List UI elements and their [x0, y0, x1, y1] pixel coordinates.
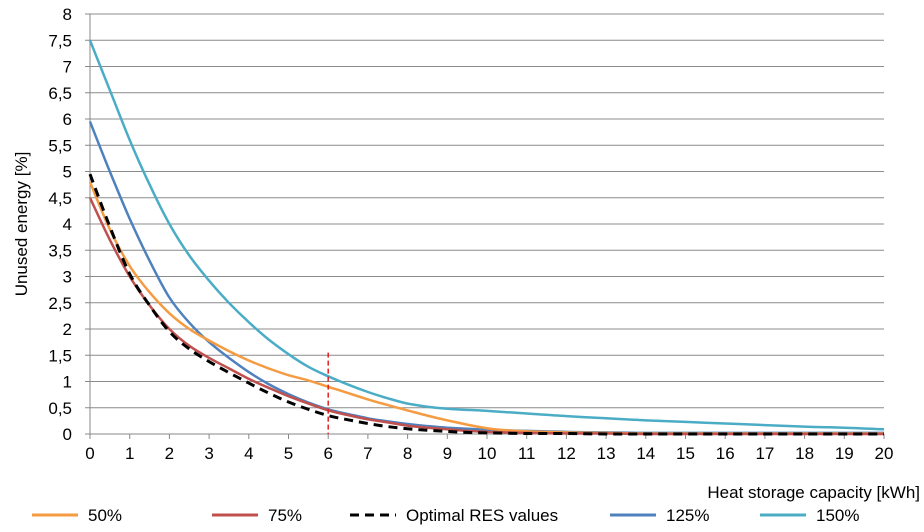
x-tick-label: 4: [244, 444, 253, 463]
x-tick-label: 15: [676, 444, 695, 463]
gridlines: [85, 14, 884, 439]
y-tick-label: 5,5: [48, 136, 72, 155]
legend-label-50: 50%: [88, 506, 122, 525]
series-lines: [90, 40, 884, 434]
x-tick-label: 5: [284, 444, 293, 463]
x-tick-label: 14: [636, 444, 655, 463]
x-tick-label: 7: [363, 444, 372, 463]
y-tick-label: 3,5: [48, 241, 72, 260]
x-tick-label: 20: [875, 444, 894, 463]
x-tick-label: 9: [443, 444, 452, 463]
legend-label-optimal-res-values: Optimal RES values: [406, 506, 558, 525]
y-tick-label: 2: [63, 320, 72, 339]
y-tick-label: 4,5: [48, 189, 72, 208]
y-tick-label: 7,5: [48, 31, 72, 50]
x-tick-label: 0: [85, 444, 94, 463]
x-axis-title: Heat storage capacity [kWh]: [707, 483, 920, 502]
x-tick-label: 18: [795, 444, 814, 463]
x-tick-labels: 0 1 2 3 4 5 6 7 8 9 10 11 12 13 14 15 16 17 18 19 20: [85, 444, 893, 463]
y-tick-label: 6,5: [48, 84, 72, 103]
y-tick-label: 1: [63, 373, 72, 392]
y-axis-title: Unused energy [%]: [12, 152, 31, 297]
legend: 50% 75% Optimal RES values 125% 150%: [32, 506, 859, 525]
legend-label-75: 75%: [268, 506, 302, 525]
x-tick-label: 16: [716, 444, 735, 463]
x-tick-label: 11: [518, 444, 536, 463]
x-tick-label: 12: [557, 444, 576, 463]
x-tick-label: 10: [478, 444, 497, 463]
x-tick-label: 8: [403, 444, 412, 463]
y-tick-label: 7: [63, 58, 72, 77]
y-tick-label: 2,5: [48, 294, 72, 313]
series-line-125: [90, 122, 884, 433]
series-line-75: [90, 198, 884, 434]
y-tick-labels: 0 0,5 1 1,5 2 2,5 3 3,5 4 4,5 5 5,5 6 6,5 7 7,5 8: [48, 5, 72, 444]
y-tick-label: 4: [63, 215, 72, 234]
x-tick-label: 1: [125, 444, 134, 463]
x-tick-label: 13: [597, 444, 616, 463]
x-tick-label: 2: [165, 444, 174, 463]
y-tick-label: 3: [63, 268, 72, 287]
y-tick-label: 8: [63, 5, 72, 24]
y-tick-label: 1,5: [48, 346, 72, 365]
x-tick-label: 3: [204, 444, 213, 463]
y-tick-label: 5: [63, 163, 72, 182]
y-tick-label: 0,5: [48, 399, 72, 418]
series-line-50: [90, 182, 884, 434]
series-line-optimal-res-values: [90, 174, 884, 434]
y-tick-label: 6: [63, 110, 72, 129]
x-tick-label: 19: [835, 444, 854, 463]
series-line-150: [90, 40, 884, 429]
x-tick-label: 6: [323, 444, 332, 463]
y-tick-label: 0: [63, 425, 72, 444]
legend-label-150: 150%: [816, 506, 859, 525]
legend-label-125: 125%: [666, 506, 709, 525]
x-tick-label: 17: [755, 444, 774, 463]
